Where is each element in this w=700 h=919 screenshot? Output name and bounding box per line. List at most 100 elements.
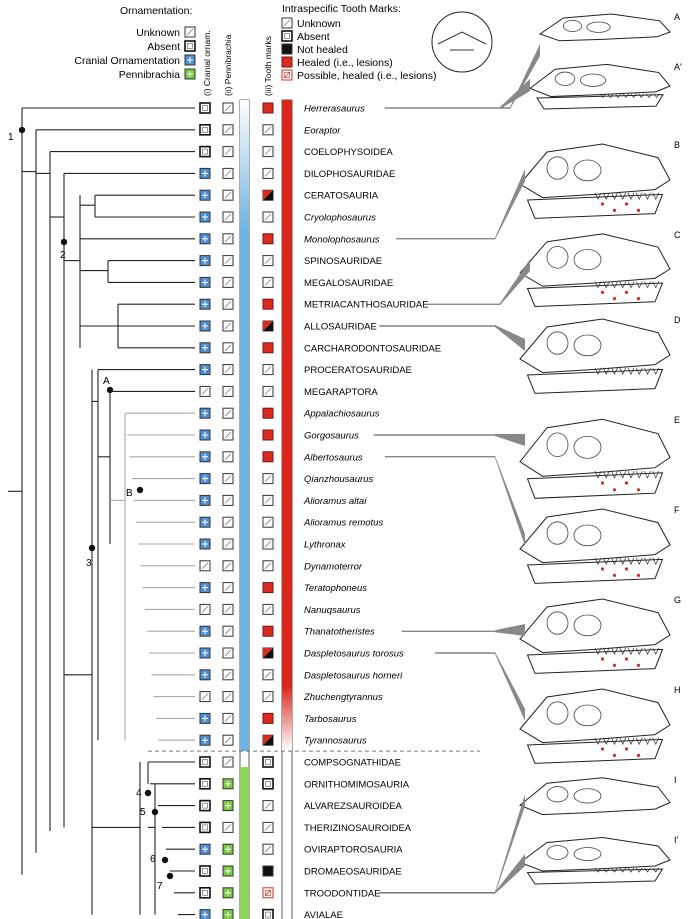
tooth-state-cell-nothealed-half: [263, 648, 273, 658]
skull-tooth: [602, 737, 610, 746]
ornamentation-legend-swatch-inner: [187, 43, 193, 49]
pennibrachia-state-cell-slash: [224, 453, 232, 461]
tooth-state-cell-slash: [264, 213, 272, 221]
node-marker: [136, 486, 144, 494]
cranial-state-cell-slash: [201, 693, 209, 700]
cranial-state-cell-inner: [202, 824, 208, 831]
ornamentation-legend-label: Absent: [147, 41, 180, 53]
tooth-legend-label: Possible, healed (i.e., lesions): [297, 70, 437, 82]
tooth-state-cell-slash: [264, 889, 272, 897]
cranial-state-cell-inner: [202, 127, 208, 133]
skull-orbit: [554, 71, 576, 86]
skull-tooth: [635, 470, 643, 479]
tooth-state-cell-slash: [264, 148, 272, 155]
skull-antorbital-fenestra: [573, 524, 602, 547]
skull-panel-label: I': [674, 835, 679, 845]
pennibrachia-state-cell-slash: [224, 409, 232, 417]
skull-lesion-mark: [612, 488, 617, 492]
skull-tooth: [594, 470, 602, 479]
skull-lesion-mark: [636, 208, 641, 212]
skull-lesion-mark: [636, 753, 641, 758]
tooth-legend-swatch-slash: [283, 71, 291, 79]
cranial-state-cell-inner: [202, 148, 208, 155]
node-label: 3: [86, 558, 92, 569]
tooth-state-cell-inner: [265, 911, 271, 918]
skull-tooth: [652, 367, 660, 376]
skull-mandible: [526, 738, 664, 764]
skull-mandible: [526, 368, 664, 394]
skull-tooth: [653, 93, 660, 99]
tooth-state-cell-slash: [264, 126, 272, 134]
pennibrachia-state-cell-slash: [224, 191, 232, 199]
taxon-label: THERIZINOSAUROIDEA: [304, 823, 412, 834]
skull-tooth: [645, 93, 653, 99]
skull-lesion-mark: [612, 573, 617, 578]
cranial-state-cell-inner: [202, 780, 208, 787]
taxon-label: Albertosaurus: [303, 452, 363, 463]
tooth-state-cell-slash: [264, 257, 272, 264]
pennibrachia-state-cell-slash: [224, 235, 232, 243]
skull-lesion-mark: [600, 481, 605, 485]
skull-lesion-mark: [624, 290, 629, 294]
leader-wedge: [495, 652, 525, 721]
tooth-legend-swatch: [281, 30, 293, 42]
ornamentation-legend-label: Cranial Ornamentation: [74, 55, 180, 67]
skull-tooth: [611, 737, 618, 746]
pennibrachia-state-cell-slash: [224, 126, 232, 134]
taxon-label: Alioramus remotus: [303, 518, 383, 529]
skull-orbit: [546, 331, 569, 355]
taxon-label: TROODONTIDAE: [304, 888, 381, 899]
skull-antorbital-fenestra: [573, 614, 602, 637]
tooth-state-cell-slash: [264, 540, 272, 548]
node-marker: [166, 872, 174, 880]
taxon-labels: Herrerasaurus Eoraptor COELOPHYSOIDEA DILOP…: [303, 104, 441, 919]
tooth-legend-label: Healed (i.e., lesions): [297, 57, 393, 69]
taxon-label: Dynamoterror: [304, 561, 363, 572]
node-marker: [18, 126, 26, 134]
cladogram: 1 2 3 4 5 6 7 A B: [8, 107, 195, 916]
tooth-legend-swatch-inner: [284, 72, 290, 78]
tooth-state-cell: [262, 233, 274, 245]
taxon-label: MEGALOSAURIDAE: [304, 278, 393, 289]
pennibrachia-state-cell-slash: [224, 497, 232, 504]
taxon-label: OVIRAPTOROSAURIA: [304, 845, 403, 856]
tooth-state-cell-inner: [265, 759, 271, 765]
tooth-state-cell: [262, 625, 274, 637]
cranial-state-cell-inner: [202, 868, 208, 874]
skull-tooth: [594, 867, 602, 873]
tooth-state-cell: [262, 865, 274, 877]
tooth-state-cell-slash: [264, 845, 272, 853]
skull-tooth: [644, 647, 651, 656]
node-marker: [161, 856, 169, 864]
ornamentation-legend-swatch: [184, 40, 196, 52]
skull-lesion-mark: [612, 753, 617, 758]
taxon-label: DROMAEOSAURIDAE: [304, 867, 402, 878]
skull-mandible: [526, 868, 664, 885]
tooth-state-cell-slash: [264, 388, 272, 395]
pennibrachia-state-cell-slash: [224, 736, 232, 744]
skull-tooth: [630, 93, 637, 99]
leader-wedge: [495, 854, 525, 894]
tooth-state-cell-slash: [264, 824, 272, 831]
skull-lesion-mark: [600, 567, 605, 571]
skull-tooth: [615, 93, 622, 99]
tooth-state-cell: [262, 712, 274, 724]
taxon-label: Gorgosaurus: [304, 431, 359, 442]
tooth-state-cell: [262, 908, 274, 919]
taxon-label: PROCERATOSAURIDAE: [304, 365, 412, 376]
skull-tooth: [635, 367, 643, 376]
skull-antorbital-fenestra: [573, 249, 602, 271]
skull-lesion-mark: [600, 202, 605, 206]
taxon-label: Tyrannosaurus: [304, 736, 367, 747]
skull-mandible: [526, 193, 664, 219]
node-label: 2: [60, 250, 66, 261]
skull-orbit: [546, 611, 569, 635]
node-label: A: [103, 376, 110, 387]
skull-tooth: [627, 557, 635, 566]
skull-panel-label: F: [674, 505, 680, 515]
taxon-label: DILOPHOSAURIDAE: [304, 169, 395, 180]
skull-antorbital-fenestra: [573, 704, 602, 727]
leader-wedge: [495, 169, 525, 240]
magnified-inset-circle: [431, 11, 493, 73]
pennibrachia-state-cell-slash: [224, 257, 232, 264]
